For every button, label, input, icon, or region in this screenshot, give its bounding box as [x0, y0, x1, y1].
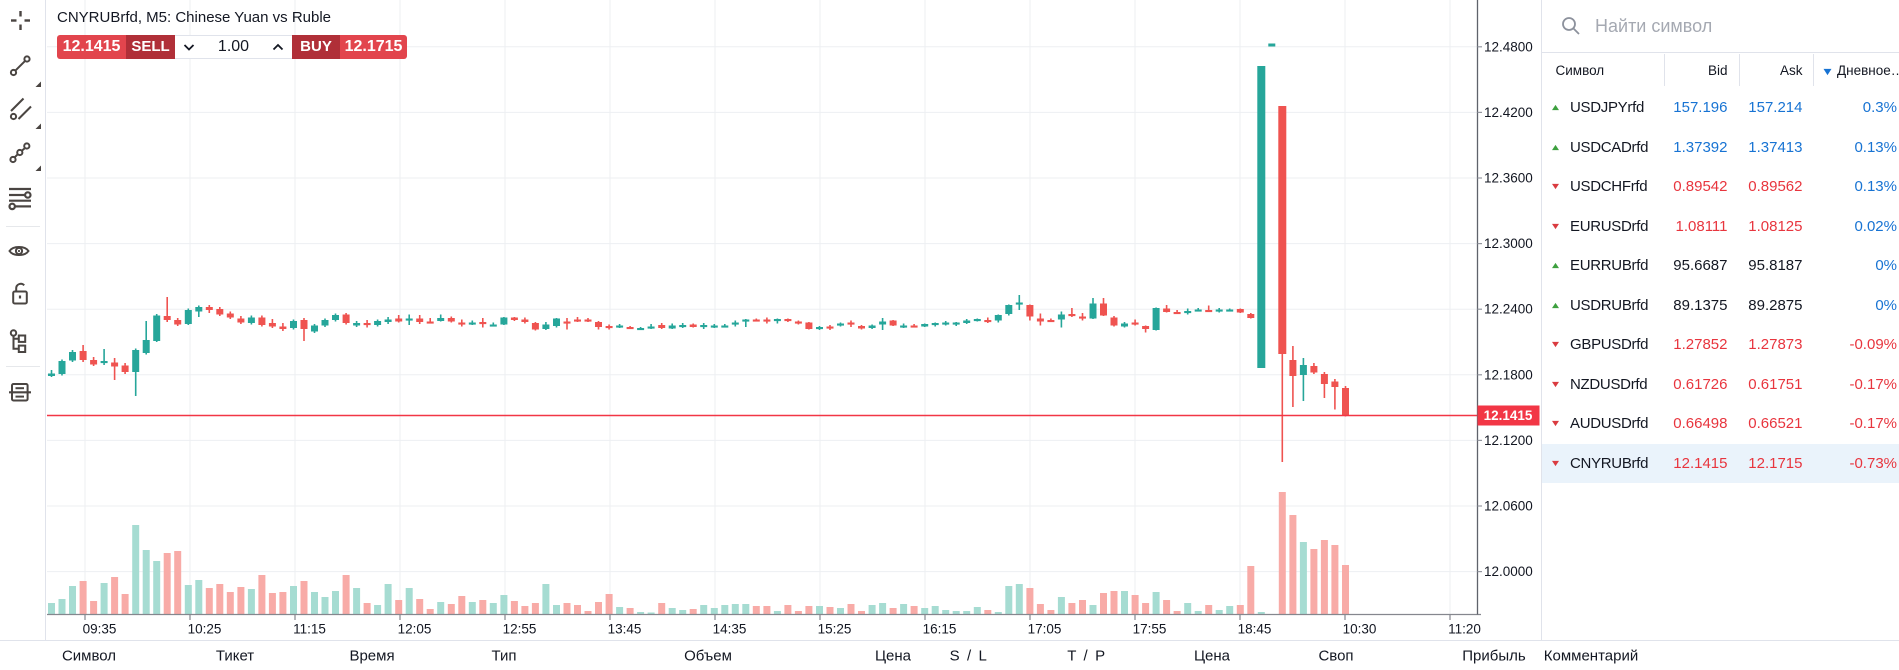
svg-text:12:55: 12:55 — [503, 622, 537, 637]
svg-text:16:15: 16:15 — [923, 622, 957, 637]
svg-text:09:35: 09:35 — [83, 622, 117, 637]
svg-text:12.3000: 12.3000 — [1484, 236, 1533, 251]
svg-text:14:35: 14:35 — [713, 622, 747, 637]
svg-text:12.1800: 12.1800 — [1484, 367, 1533, 382]
svg-text:12.4800: 12.4800 — [1484, 39, 1533, 54]
svg-text:10:30: 10:30 — [1343, 622, 1377, 637]
svg-text:12.1200: 12.1200 — [1484, 433, 1533, 448]
svg-text:13:45: 13:45 — [608, 622, 642, 637]
svg-text:11:20: 11:20 — [1448, 622, 1481, 637]
svg-text:12.4200: 12.4200 — [1484, 105, 1533, 120]
svg-text:12.1415: 12.1415 — [1484, 408, 1533, 423]
svg-text:17:05: 17:05 — [1028, 622, 1062, 637]
svg-text:11:15: 11:15 — [293, 622, 326, 637]
svg-text:10:25: 10:25 — [188, 622, 222, 637]
svg-text:18:45: 18:45 — [1238, 622, 1272, 637]
svg-text:12.0000: 12.0000 — [1484, 564, 1533, 579]
svg-text:17:55: 17:55 — [1133, 622, 1167, 637]
svg-text:12:05: 12:05 — [398, 622, 432, 637]
svg-text:12.3600: 12.3600 — [1484, 171, 1533, 186]
svg-text:12.0600: 12.0600 — [1484, 499, 1533, 514]
svg-text:15:25: 15:25 — [818, 622, 852, 637]
svg-text:12.2400: 12.2400 — [1484, 302, 1533, 317]
